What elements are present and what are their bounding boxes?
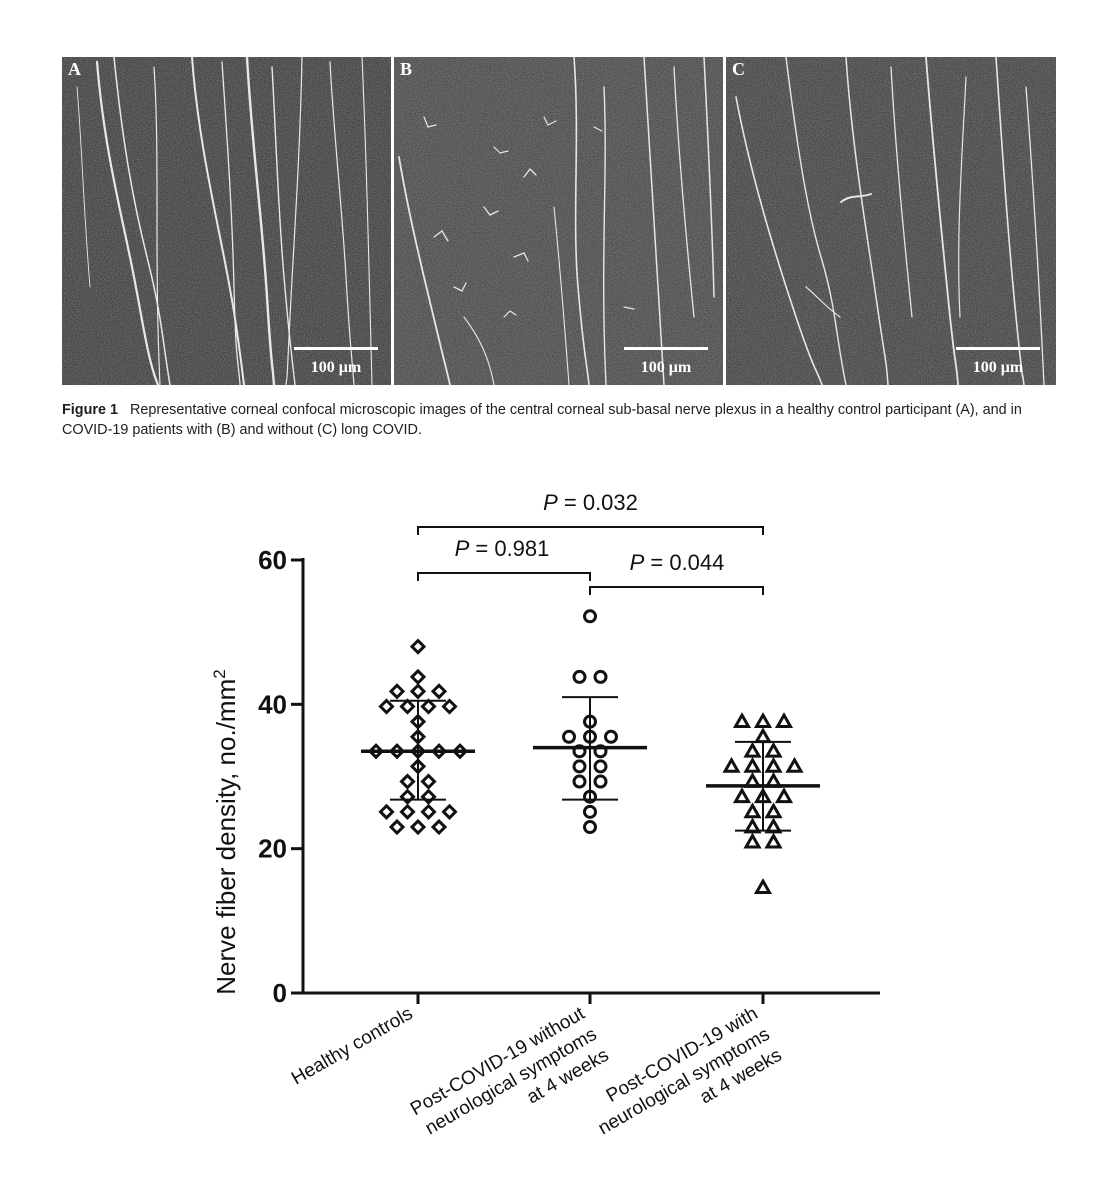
y-tick-label-20: 20 bbox=[258, 834, 287, 864]
data-point-0-6 bbox=[399, 698, 416, 715]
data-point-2-0 bbox=[732, 712, 752, 729]
data-point-0-8 bbox=[441, 698, 458, 715]
y-axis-label: Nerve fiber density, no./mm2 bbox=[210, 669, 241, 994]
x-tick-label-1: Post-COVID-19 withoutneurological sympto… bbox=[407, 1003, 613, 1162]
scale-bar-label-b: 100 μm bbox=[641, 359, 692, 376]
scale-bar-b bbox=[624, 347, 708, 350]
y-tick-label-60: 60 bbox=[258, 545, 287, 575]
p-value: = 0.044 bbox=[644, 550, 724, 575]
data-point-0-4 bbox=[430, 683, 448, 700]
micro-panel-b: B 100 μm bbox=[394, 57, 723, 385]
p-symbol: P bbox=[455, 536, 470, 561]
data-point-0-21 bbox=[378, 803, 395, 820]
p-symbol: P bbox=[630, 550, 645, 575]
data-point-0-24 bbox=[441, 803, 458, 820]
data-point-2-16 bbox=[764, 802, 783, 819]
data-point-2-19 bbox=[743, 832, 762, 849]
scale-bar-label-c: 100 μm bbox=[973, 359, 1024, 376]
data-point-2-7 bbox=[743, 756, 762, 773]
data-point-1-0 bbox=[583, 609, 597, 624]
data-point-0-18 bbox=[420, 773, 437, 790]
data-point-1-15 bbox=[583, 820, 597, 835]
data-point-0-0 bbox=[409, 638, 427, 655]
p-value: = 0.032 bbox=[558, 490, 638, 515]
y-tick-label-0: 0 bbox=[273, 978, 287, 1008]
data-point-2-8 bbox=[764, 756, 783, 773]
data-point-2-6 bbox=[722, 756, 741, 773]
x-tick-label-2: Post-COVID-19 withneurological symptomsa… bbox=[583, 1003, 786, 1160]
data-point-2-15 bbox=[743, 802, 762, 819]
data-point-2-3 bbox=[753, 727, 773, 744]
p-value-label-0-2: P = 0.032 bbox=[543, 490, 638, 515]
data-point-1-10 bbox=[593, 759, 608, 774]
figure-caption: Figure 1 Representative corneal confocal … bbox=[62, 400, 1062, 440]
scale-bar-label-a: 100 μm bbox=[311, 359, 362, 376]
data-point-2-17 bbox=[743, 817, 762, 834]
p-value-label-0-1: P = 0.981 bbox=[455, 536, 550, 561]
data-point-0-26 bbox=[409, 818, 427, 836]
y-axis-label-text: Nerve fiber density, no./mm bbox=[211, 679, 241, 995]
panel-letter-a: A bbox=[68, 59, 81, 79]
micro-panel-c: C 100 μm bbox=[726, 57, 1056, 385]
scale-bar-a bbox=[294, 347, 378, 350]
data-point-0-23 bbox=[420, 803, 437, 820]
data-point-1-4 bbox=[562, 729, 576, 744]
bracket-0-2 bbox=[417, 526, 764, 535]
figure-caption-text: Representative corneal confocal microsco… bbox=[62, 402, 1022, 438]
data-point-0-25 bbox=[388, 818, 406, 836]
micro-panel-a: A 100 μm bbox=[62, 57, 391, 385]
data-point-0-2 bbox=[388, 683, 406, 700]
scale-bar-c bbox=[956, 347, 1040, 350]
data-point-0-20 bbox=[420, 788, 437, 805]
panel-letter-b: B bbox=[400, 59, 412, 79]
y-tick-label-40: 40 bbox=[258, 689, 287, 719]
data-point-2-14 bbox=[774, 787, 794, 804]
data-point-0-3 bbox=[409, 683, 427, 700]
data-point-0-19 bbox=[399, 788, 416, 805]
data-point-1-1 bbox=[572, 669, 587, 684]
microscopy-panels: A 100 μm B 100 μm bbox=[62, 57, 1056, 385]
chart-axes: 0 20 40 60 bbox=[258, 545, 880, 1008]
p-symbol: P bbox=[543, 490, 558, 515]
p-value: = 0.981 bbox=[469, 536, 549, 561]
bracket-1-2 bbox=[589, 586, 764, 595]
data-point-2-4 bbox=[743, 741, 762, 758]
data-point-0-1 bbox=[409, 668, 427, 686]
data-point-0-22 bbox=[399, 803, 416, 820]
data-point-0-27 bbox=[430, 818, 448, 836]
data-point-1-2 bbox=[593, 669, 608, 684]
data-point-2-5 bbox=[764, 741, 783, 758]
panel-letter-c: C bbox=[732, 59, 745, 79]
data-point-2-12 bbox=[732, 787, 752, 804]
x-tick-label-line: Healthy controls bbox=[288, 1003, 416, 1089]
x-tick-label-0: Healthy controls bbox=[288, 1003, 416, 1089]
figure-caption-label: Figure 1 bbox=[62, 402, 118, 418]
data-point-1-12 bbox=[593, 774, 608, 789]
data-point-2-21 bbox=[753, 878, 773, 895]
bracket-0-1 bbox=[417, 572, 591, 581]
y-axis-label-superscript: 2 bbox=[210, 669, 229, 678]
p-value-label-1-2: P = 0.044 bbox=[630, 550, 725, 575]
data-point-1-11 bbox=[572, 774, 587, 789]
data-point-2-2 bbox=[774, 712, 794, 729]
data-point-1-6 bbox=[604, 729, 618, 744]
data-point-2-18 bbox=[764, 817, 783, 834]
data-point-2-20 bbox=[764, 832, 783, 849]
data-point-0-7 bbox=[420, 698, 437, 715]
data-points bbox=[367, 609, 804, 895]
data-point-1-14 bbox=[583, 804, 597, 819]
data-point-2-1 bbox=[753, 712, 773, 729]
data-point-2-9 bbox=[785, 756, 804, 773]
data-point-0-5 bbox=[378, 698, 395, 715]
data-point-1-9 bbox=[572, 759, 587, 774]
data-point-0-17 bbox=[399, 773, 416, 790]
mean-sd-bars bbox=[361, 696, 820, 832]
